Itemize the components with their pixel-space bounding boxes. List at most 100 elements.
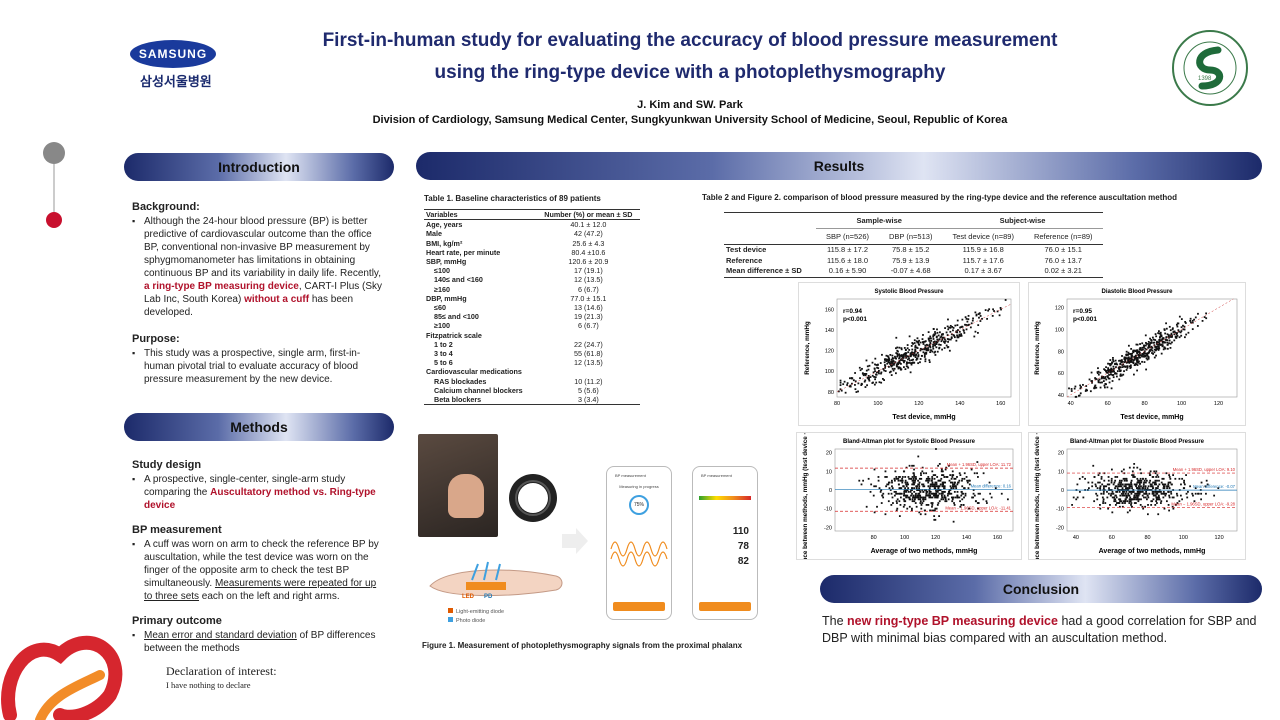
data-point xyxy=(899,492,902,495)
data-point xyxy=(1087,481,1090,484)
data-point xyxy=(904,494,906,497)
results-banner: Results xyxy=(416,152,1262,180)
data-point xyxy=(874,370,876,373)
table1-cell-label: 140≤ and <160 xyxy=(434,275,483,285)
data-point xyxy=(1103,368,1105,371)
data-point xyxy=(1149,470,1152,473)
data-point xyxy=(1156,347,1159,350)
data-point xyxy=(948,490,951,493)
table1-cell-value: 25.6 ± 4.3 xyxy=(572,238,605,248)
data-point xyxy=(877,363,879,366)
data-point xyxy=(924,496,927,499)
y-tick-label: -10 xyxy=(1056,507,1064,513)
data-point xyxy=(926,344,929,347)
data-point xyxy=(1156,492,1159,495)
data-point xyxy=(978,316,980,319)
data-point xyxy=(929,485,932,488)
data-point xyxy=(966,481,969,484)
data-point xyxy=(972,496,975,499)
data-point xyxy=(1190,321,1192,324)
decor-dot-gray xyxy=(43,142,65,164)
data-point xyxy=(1157,349,1160,351)
data-point xyxy=(906,361,909,364)
data-point xyxy=(959,500,961,503)
data-point xyxy=(911,500,914,503)
data-point xyxy=(928,477,931,480)
y-tick-label: 20 xyxy=(826,451,832,457)
ring-device-icon xyxy=(509,474,557,522)
data-point xyxy=(1080,386,1082,388)
data-point xyxy=(927,504,930,506)
data-point xyxy=(921,355,923,357)
data-point xyxy=(932,341,935,343)
data-point xyxy=(906,355,909,358)
data-point xyxy=(1004,299,1007,301)
data-point xyxy=(1145,492,1148,495)
data-point xyxy=(1179,494,1182,497)
data-point xyxy=(952,483,954,486)
data-point xyxy=(1158,339,1161,342)
dbp-bland-altman-plot: Bland-Altman plot for Diastolic Blood Pr… xyxy=(1028,432,1246,560)
data-point xyxy=(1172,496,1175,499)
data-point xyxy=(915,354,917,357)
data-point xyxy=(1107,371,1109,374)
x-tick-label: 60 xyxy=(1109,535,1115,541)
data-point xyxy=(1168,487,1171,490)
data-point xyxy=(1153,351,1156,354)
data-point xyxy=(1156,474,1159,476)
data-point xyxy=(1131,487,1133,490)
data-point xyxy=(902,359,905,362)
data-point xyxy=(917,479,919,482)
data-point xyxy=(1166,487,1168,490)
data-point xyxy=(963,487,965,490)
data-point xyxy=(989,492,992,495)
legend-led: Light-emitting diode xyxy=(448,608,504,615)
data-point xyxy=(1085,385,1088,387)
data-point xyxy=(914,496,917,499)
data-point xyxy=(899,504,902,506)
data-point xyxy=(909,352,912,355)
data-point xyxy=(1138,360,1140,363)
data-point xyxy=(1112,374,1115,376)
data-point xyxy=(934,331,936,333)
data-point xyxy=(914,350,917,353)
data-point xyxy=(890,358,893,361)
data-point xyxy=(1119,498,1122,501)
phone1-action-button[interactable] xyxy=(613,602,665,611)
data-point xyxy=(885,485,888,488)
data-point xyxy=(1108,374,1110,376)
data-point xyxy=(1168,509,1171,512)
table1-row: ≤60 13 (14.6) xyxy=(424,303,640,312)
data-point xyxy=(915,353,918,356)
data-point xyxy=(878,487,881,490)
phone2-action-button[interactable] xyxy=(699,602,751,611)
data-point xyxy=(1128,502,1131,504)
data-point xyxy=(932,334,935,337)
table1-cell-label: BMI, kg/m² xyxy=(426,238,463,248)
data-point xyxy=(955,487,958,490)
data-point xyxy=(943,342,946,344)
bp-measurement-text: A cuff was worn on arm to check the refe… xyxy=(132,538,387,603)
data-point xyxy=(1155,345,1157,348)
data-point xyxy=(1158,496,1160,499)
data-point xyxy=(1133,359,1135,362)
table1-cell-label: 85≤ and <100 xyxy=(434,312,479,322)
data-point xyxy=(1161,344,1164,347)
data-point xyxy=(1110,369,1113,371)
data-point xyxy=(1112,356,1114,359)
data-point xyxy=(911,487,913,490)
data-point xyxy=(952,327,955,329)
table1-cell-label: SBP, mmHg xyxy=(426,257,467,267)
data-point xyxy=(1159,333,1162,335)
data-point xyxy=(964,323,966,326)
data-point xyxy=(917,355,920,358)
data-point xyxy=(931,496,934,499)
data-point xyxy=(896,363,898,366)
data-point xyxy=(914,344,917,347)
data-point xyxy=(932,328,935,330)
data-point xyxy=(1124,498,1127,501)
data-point xyxy=(864,379,867,382)
data-point xyxy=(934,494,937,497)
data-point xyxy=(891,354,894,357)
data-point xyxy=(1106,386,1109,389)
